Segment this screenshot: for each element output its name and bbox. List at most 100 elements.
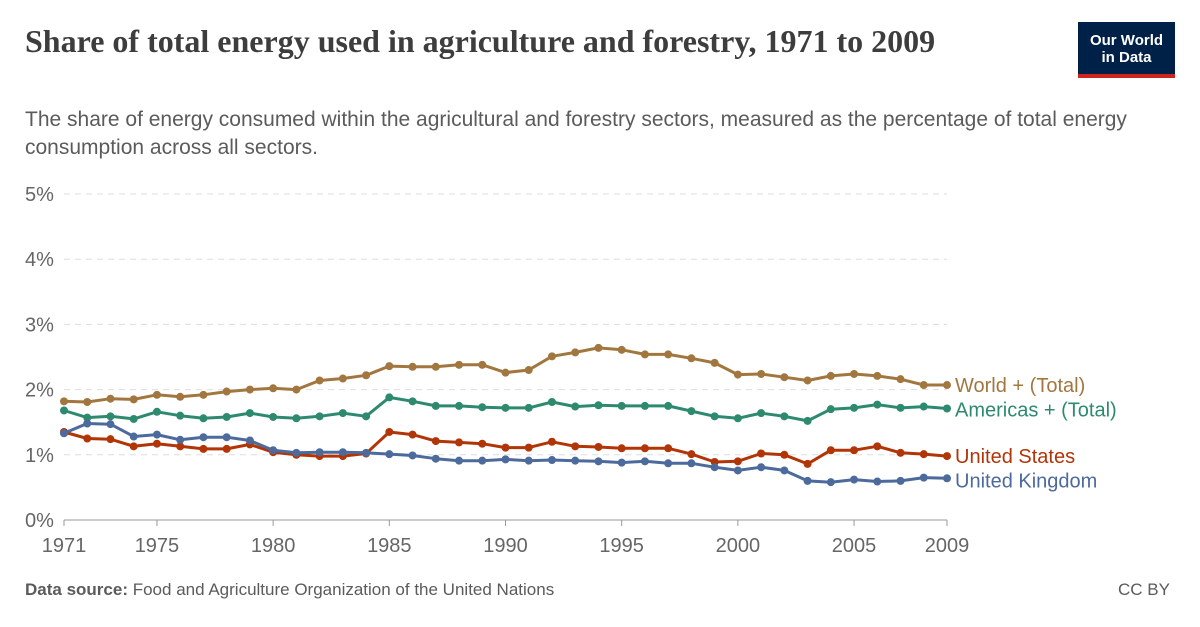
data-point <box>408 451 417 460</box>
data-point <box>222 433 231 442</box>
data-point <box>943 404 951 413</box>
data-point <box>431 401 440 410</box>
x-tick-label: 1985 <box>367 535 412 557</box>
data-point <box>152 430 161 439</box>
data-point <box>850 446 859 455</box>
data-point <box>385 427 394 436</box>
x-tick-label: 2000 <box>716 535 761 557</box>
data-point <box>547 352 556 361</box>
data-point <box>943 381 951 390</box>
data-point <box>83 413 92 422</box>
data-point <box>129 432 138 441</box>
data-point <box>176 392 185 401</box>
data-point <box>501 403 510 412</box>
data-point <box>385 393 394 402</box>
series-label-us: United States <box>955 446 1075 468</box>
data-point <box>919 381 928 390</box>
data-point <box>594 457 603 466</box>
series-us[interactable] <box>60 427 951 468</box>
data-point <box>245 385 254 394</box>
data-point <box>455 360 464 369</box>
x-tick-label: 1980 <box>251 535 296 557</box>
data-point <box>594 401 603 410</box>
data-point <box>83 419 92 428</box>
data-point <box>547 437 556 446</box>
data-point <box>152 407 161 416</box>
data-point <box>524 443 533 452</box>
series-line <box>63 422 948 484</box>
data-point <box>501 455 510 464</box>
data-point <box>292 448 301 457</box>
data-point <box>664 401 673 410</box>
data-point <box>547 397 556 406</box>
data-point <box>687 459 696 468</box>
license-link[interactable]: CC BY <box>1118 580 1170 599</box>
x-axis: 1971 1975 1980 1985 1990 1995 2000 2005 2009 <box>42 519 969 557</box>
series-labels: World + (Total) Americas + (Total) United … <box>955 375 1117 492</box>
series-uk[interactable] <box>60 419 951 487</box>
data-point <box>338 409 347 418</box>
data-point <box>664 459 673 468</box>
data-point <box>199 433 208 442</box>
data-point <box>83 397 92 406</box>
data-point <box>547 456 556 465</box>
data-point <box>896 403 905 412</box>
data-point <box>780 450 789 459</box>
x-tick-label: 1995 <box>599 535 644 557</box>
y-axis-tick-labels: 0% 1% 2% 3% 4% 5% <box>25 184 54 532</box>
series-label-uk: United Kingdom <box>955 470 1097 492</box>
y-tick-label: 2% <box>25 380 54 402</box>
data-point <box>199 414 208 423</box>
data-point <box>687 450 696 459</box>
data-point <box>501 443 510 452</box>
series-world[interactable] <box>60 343 951 406</box>
data-point <box>919 473 928 482</box>
data-point <box>478 403 487 412</box>
data-point <box>757 449 766 458</box>
data-point <box>245 436 254 445</box>
data-point <box>710 358 719 367</box>
owid-logo[interactable]: Our World in Data <box>1078 22 1175 78</box>
data-point <box>617 345 626 354</box>
data-point <box>594 343 603 352</box>
data-point <box>408 362 417 371</box>
x-tick-label: 2005 <box>832 535 877 557</box>
data-point <box>269 446 278 455</box>
data-point <box>896 448 905 457</box>
data-point <box>640 350 649 359</box>
data-point <box>919 402 928 411</box>
y-tick-label: 3% <box>25 314 54 336</box>
series-label-americas: Americas + (Total) <box>955 400 1117 422</box>
data-point <box>826 405 835 414</box>
data-point <box>129 414 138 423</box>
data-point <box>594 442 603 451</box>
data-point <box>222 412 231 421</box>
series-americas[interactable] <box>60 393 951 425</box>
x-tick-label: 1971 <box>42 535 87 557</box>
data-point <box>640 444 649 453</box>
data-point <box>199 444 208 453</box>
data-point <box>269 384 278 393</box>
data-point <box>338 374 347 383</box>
data-point <box>896 375 905 384</box>
data-point <box>780 466 789 475</box>
data-source: Data source: Food and Agriculture Organi… <box>25 580 554 600</box>
data-point <box>176 411 185 420</box>
data-point <box>803 416 812 425</box>
data-point <box>455 401 464 410</box>
data-point <box>571 348 580 357</box>
data-point <box>803 476 812 485</box>
data-point <box>362 448 371 457</box>
data-point <box>919 450 928 459</box>
data-point <box>129 395 138 404</box>
data-point <box>431 362 440 371</box>
data-point <box>315 412 324 421</box>
data-point <box>222 387 231 396</box>
logo-line-2: in Data <box>1101 49 1152 66</box>
data-point <box>733 466 742 475</box>
data-point <box>710 463 719 472</box>
data-point <box>60 406 68 415</box>
logo-line-1: Our World <box>1089 32 1164 49</box>
x-tick-label: 1975 <box>135 535 180 557</box>
